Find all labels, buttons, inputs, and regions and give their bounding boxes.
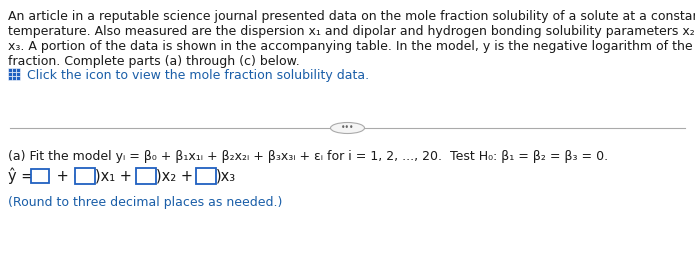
Text: (Round to three decimal places as needed.): (Round to three decimal places as needed… bbox=[8, 196, 282, 209]
Bar bbox=[8, 68, 12, 72]
Bar bbox=[136, 168, 156, 184]
Text: x₃. A portion of the data is shown in the accompanying table. In the model, y is: x₃. A portion of the data is shown in th… bbox=[8, 40, 695, 53]
Text: )x₃: )x₃ bbox=[216, 168, 236, 183]
Text: •••: ••• bbox=[341, 124, 354, 133]
Bar bbox=[13, 72, 16, 76]
Text: An article in a reputable science journal presented data on the mole fraction so: An article in a reputable science journa… bbox=[8, 10, 695, 23]
Text: Click the icon to view the mole fraction solubility data.: Click the icon to view the mole fraction… bbox=[23, 69, 369, 82]
Bar bbox=[16, 76, 19, 80]
Text: )x₁ + (: )x₁ + ( bbox=[95, 168, 142, 183]
Bar bbox=[31, 169, 49, 183]
Bar bbox=[75, 168, 95, 184]
Bar bbox=[8, 76, 12, 80]
Text: ŷ =: ŷ = bbox=[8, 168, 38, 184]
Text: )x₂ + (: )x₂ + ( bbox=[156, 168, 203, 183]
Bar bbox=[16, 72, 19, 76]
Bar bbox=[13, 76, 16, 80]
Bar bbox=[196, 168, 216, 184]
Ellipse shape bbox=[331, 123, 364, 133]
Text: + (: + ( bbox=[52, 168, 79, 183]
Text: temperature. Also measured are the dispersion x₁ and dipolar and hydrogen bondin: temperature. Also measured are the dispe… bbox=[8, 25, 695, 38]
Text: fraction. Complete parts (a) through (c) below.: fraction. Complete parts (a) through (c)… bbox=[8, 55, 300, 68]
Bar bbox=[16, 68, 19, 72]
Text: (a) Fit the model yᵢ = β₀ + β₁x₁ᵢ + β₂x₂ᵢ + β₃x₃ᵢ + εᵢ for i = 1, 2, ..., 20.  T: (a) Fit the model yᵢ = β₀ + β₁x₁ᵢ + β₂x₂… bbox=[8, 150, 608, 163]
Bar bbox=[8, 72, 12, 76]
Bar bbox=[13, 68, 16, 72]
